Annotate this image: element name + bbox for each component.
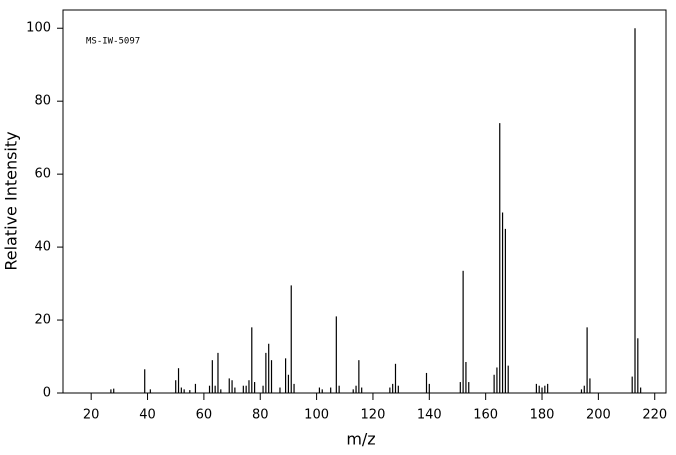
- x-axis-title: m/z: [346, 430, 375, 449]
- y-tick-label: 80: [34, 94, 51, 109]
- x-tick-label: 220: [642, 408, 667, 423]
- y-tick-label: 60: [34, 167, 51, 182]
- x-tick-label: 200: [586, 408, 611, 423]
- x-tick-label: 140: [417, 408, 442, 423]
- y-tick-label: 0: [43, 386, 51, 401]
- y-tick-label: 20: [34, 313, 51, 328]
- x-tick-label: 100: [304, 408, 329, 423]
- x-tick-label: 40: [139, 408, 156, 423]
- y-axis-title: Relative Intensity: [2, 131, 21, 270]
- plot-frame: [62, 9, 667, 394]
- annotation: MS-IW-5097: [86, 37, 140, 47]
- x-tick-label: 120: [361, 408, 386, 423]
- y-tick-label: 40: [34, 240, 51, 255]
- x-tick-label: 160: [473, 408, 498, 423]
- x-tick-label: 180: [530, 408, 555, 423]
- x-tick-label: 80: [252, 408, 269, 423]
- y-tick-label: 100: [26, 21, 51, 36]
- x-tick-label: 20: [83, 408, 100, 423]
- x-tick-label: 60: [196, 408, 213, 423]
